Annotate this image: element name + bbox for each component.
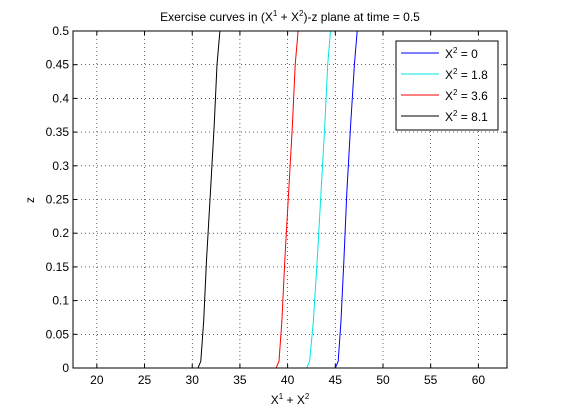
- y-tick-label: 0.1: [52, 294, 69, 308]
- legend-label-2: X2 = 1.8: [445, 67, 488, 82]
- plot-frame: [72, 30, 508, 369]
- y-tick-label: 0.35: [46, 125, 70, 139]
- y-tick-label: 0.25: [46, 193, 70, 207]
- y-tick-label: 0.4: [52, 91, 69, 105]
- x-tick-label: 40: [281, 373, 295, 387]
- series-line-1: [73, 30, 358, 369]
- y-tick-label: 0.5: [52, 24, 69, 38]
- title-sup-2: 2: [299, 9, 304, 18]
- chart-title: Exercise curves in (X1 + X2)-z plane at …: [160, 9, 420, 24]
- series-lines: [73, 30, 358, 369]
- y-tick-label: 0.3: [52, 159, 69, 173]
- y-tick-label: 0.45: [46, 58, 70, 72]
- title-suffix: )-z plane at time = 0.5: [303, 10, 420, 24]
- axis-ticks: 20 25 30 35 40 45 50 55 60 0 0.05 0.1 0.15 0.2 0.25 0.3…: [46, 24, 507, 387]
- y-tick-label: 0.05: [46, 327, 70, 341]
- xlabel-a-sup: 1: [279, 392, 284, 401]
- x-tick-label: 35: [233, 373, 247, 387]
- title-mid: + X: [277, 10, 299, 24]
- legend-label-4: X2 = 8.1: [445, 109, 488, 124]
- x-tick-label: 25: [138, 373, 152, 387]
- xlabel-a: X: [271, 393, 279, 407]
- series-line-2: [73, 30, 331, 369]
- x-tick-label: 45: [329, 373, 343, 387]
- x-axis-label: X1 + X2: [271, 392, 310, 407]
- x-tick-label: 20: [90, 373, 104, 387]
- legend-box: [395, 40, 499, 131]
- y-tick-label: 0.2: [52, 226, 69, 240]
- x-tick-label: 60: [472, 373, 486, 387]
- series-line-3: [73, 30, 299, 369]
- y-tick-label: 0: [62, 361, 69, 375]
- x-tick-label: 55: [424, 373, 438, 387]
- xlabel-b-sup: 2: [305, 392, 310, 401]
- y-tick-label: 0.15: [46, 260, 70, 274]
- xlabel-plus: + X: [283, 393, 305, 407]
- y-axis-label: z: [23, 197, 37, 203]
- x-tick-label: 30: [186, 373, 200, 387]
- legend-label-1: X2 = 0: [445, 46, 478, 61]
- legend: X2 = 0 X2 = 1.8 X2 = 3.6 X2 = 8.1: [395, 40, 499, 131]
- title-prefix: Exercise curves in (X: [160, 10, 273, 24]
- x-tick-label: 50: [376, 373, 390, 387]
- legend-label-3: X2 = 3.6: [445, 88, 488, 103]
- series-line-4: [73, 30, 221, 369]
- title-sup-1: 1: [273, 9, 278, 18]
